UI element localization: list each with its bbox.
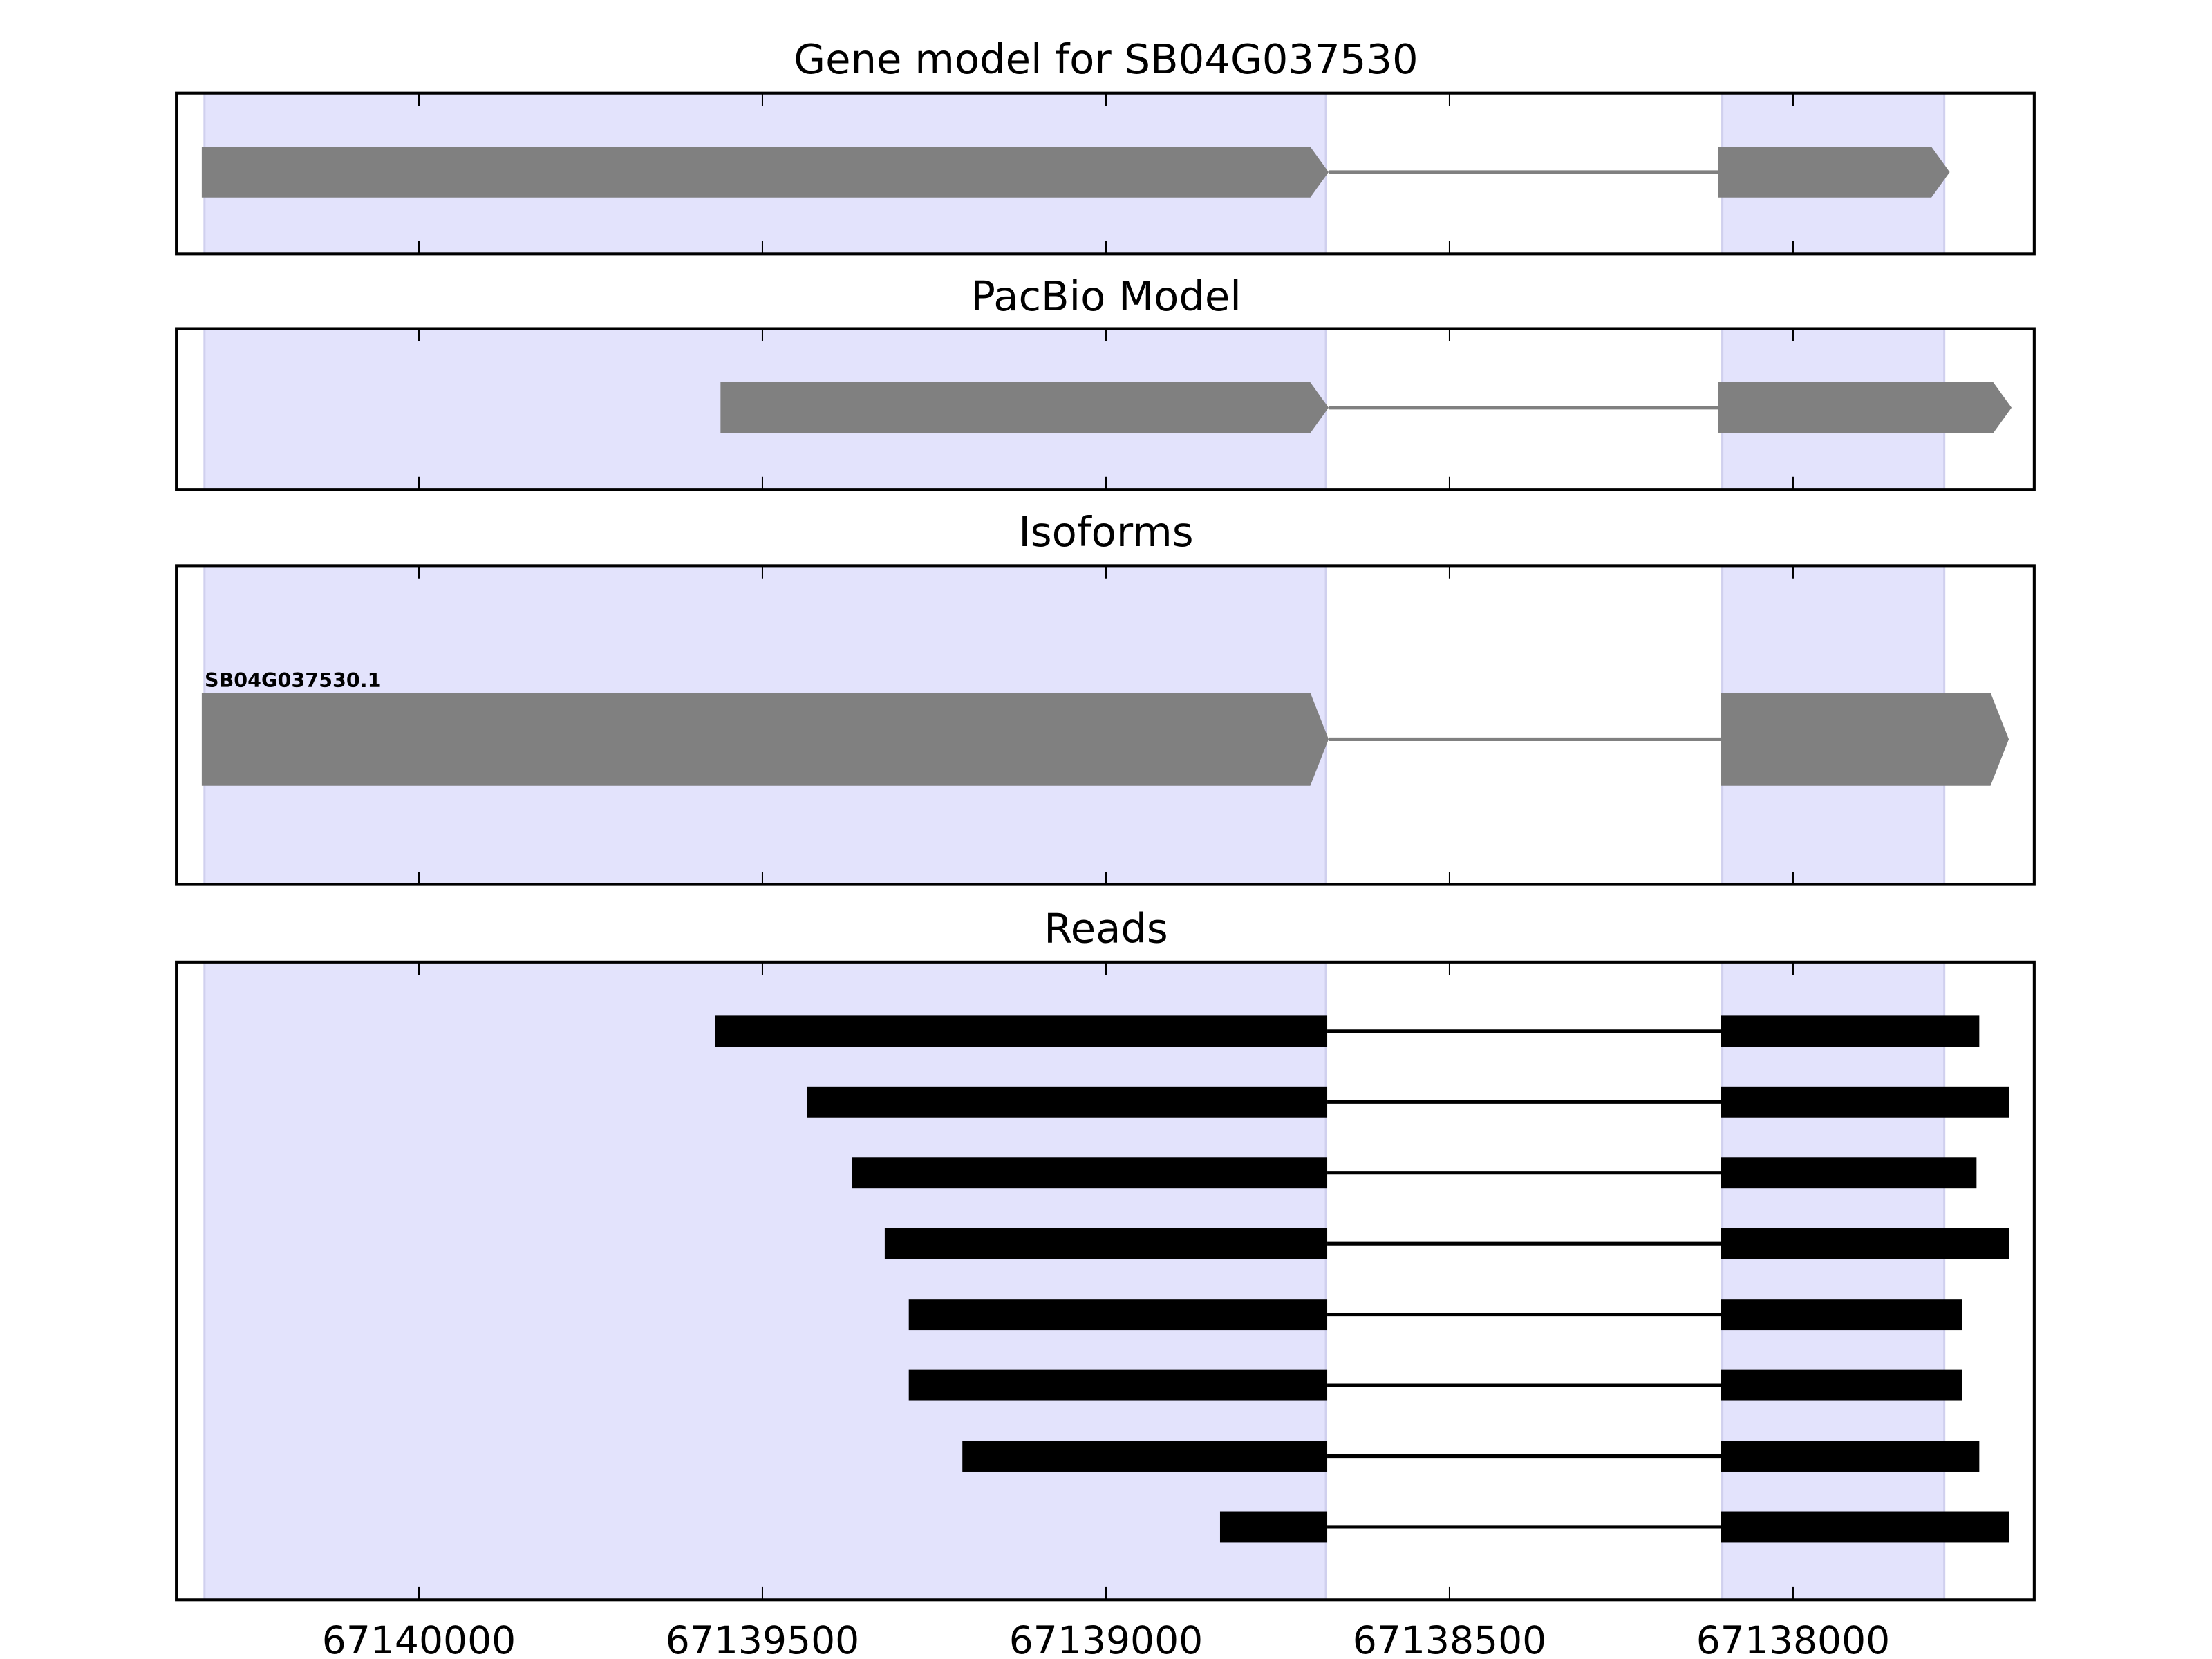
panel-title: Isoforms [1018, 508, 1193, 556]
transcript [201, 147, 1950, 198]
exon-block [1721, 1299, 1962, 1331]
read [807, 1086, 2009, 1118]
exon-block [807, 1086, 1328, 1118]
x-tick-label: 67139000 [1009, 1618, 1203, 1659]
transcript: SB04G037530.1 [201, 668, 2009, 786]
exon-arrow [1721, 693, 2009, 786]
panel-title: Reads [1044, 904, 1168, 952]
exon-block [1721, 1157, 1977, 1189]
read [852, 1157, 1977, 1189]
panel-2: Isoforms SB04G037530.1 [175, 508, 2036, 886]
panel-1: PacBio Model [175, 272, 2036, 491]
shaded-exon-region [1721, 961, 1946, 1601]
exon-block [1721, 1086, 2009, 1118]
transcript [720, 382, 2012, 433]
read [1219, 1511, 2009, 1543]
exon-block [852, 1157, 1328, 1189]
exon-block [884, 1228, 1328, 1259]
exon-block [1721, 1369, 1962, 1401]
panel-3: Reads 67140000 67139500 67139000 67138500 671… [175, 904, 2036, 1659]
exon-arrow [1718, 147, 1950, 198]
exon-arrow [720, 382, 1329, 433]
exon-block [1721, 1015, 1980, 1047]
read [962, 1441, 1980, 1472]
exon-block [1219, 1511, 1328, 1543]
panel-0: Gene model for SB04G037530 [175, 35, 2036, 256]
read [884, 1228, 2009, 1259]
exon-arrow [201, 147, 1329, 198]
exon-arrow [201, 693, 1329, 786]
shaded-exon-region [203, 961, 1327, 1601]
exon-block [908, 1299, 1328, 1331]
x-tick-label: 67138500 [1353, 1618, 1546, 1659]
read [715, 1015, 1980, 1047]
exon-arrow [1718, 382, 2012, 433]
panel-title: Gene model for SB04G037530 [794, 35, 1418, 83]
exon-block [908, 1369, 1328, 1401]
x-tick-label: 67139500 [666, 1618, 859, 1659]
exon-block [715, 1015, 1328, 1047]
read [908, 1299, 1962, 1331]
isoform-label: SB04G037530.1 [205, 668, 382, 692]
exon-block [1721, 1228, 2009, 1259]
exon-block [1721, 1441, 1980, 1472]
panel-title: PacBio Model [971, 272, 1241, 320]
read [908, 1369, 1962, 1401]
exon-block [962, 1441, 1328, 1472]
x-tick-label: 67138000 [1696, 1618, 1890, 1659]
x-tick-label: 67140000 [322, 1618, 516, 1659]
exon-block [1721, 1511, 2009, 1543]
